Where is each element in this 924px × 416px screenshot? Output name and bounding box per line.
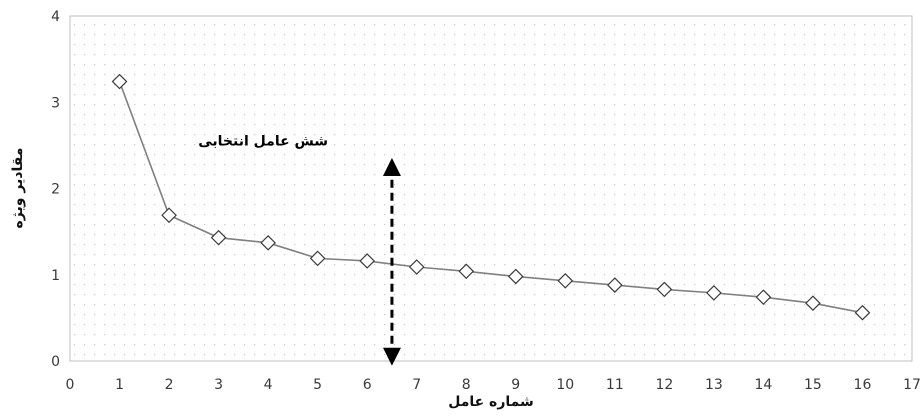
data-point-marker	[260, 234, 276, 251]
y-tick-label: 2	[51, 182, 60, 198]
x-tick-label: 2	[165, 377, 174, 393]
x-tick-label: 0	[66, 377, 75, 393]
y-tick-label: 3	[51, 95, 60, 111]
x-tick-label: 5	[313, 377, 322, 393]
x-tick-label: 10	[556, 377, 574, 393]
data-point-marker	[309, 250, 326, 267]
data-point-marker	[854, 304, 871, 321]
x-tick-label: 7	[412, 377, 421, 393]
data-point-marker	[458, 263, 475, 280]
data-point-marker	[111, 73, 128, 90]
y-tick-label: 1	[51, 268, 60, 284]
data-point-marker	[210, 229, 227, 246]
y-tick-label: 4	[51, 9, 60, 25]
series-layer	[111, 73, 871, 321]
x-tick-label: 1	[115, 377, 124, 393]
annotation-text: شش عامل انتخابی	[198, 133, 328, 149]
x-tick-label: 3	[214, 377, 223, 393]
data-point-marker	[359, 253, 376, 269]
data-point-marker	[706, 285, 722, 301]
data-point-marker	[507, 268, 524, 285]
x-tick-label: 17	[903, 377, 921, 393]
data-point-marker	[557, 272, 574, 289]
data-point-marker	[805, 295, 821, 312]
x-axis-title: شماره عامل	[448, 394, 534, 410]
x-tick-label: 13	[705, 377, 723, 393]
series-line	[118, 81, 863, 314]
x-tick-label: 9	[511, 377, 520, 393]
x-tick-label: 8	[462, 377, 471, 393]
y-tick-labels: 0 1 2 3 4	[51, 9, 60, 370]
data-point-marker	[755, 289, 772, 306]
x-tick-labels: 0 1 2 3 4 5 6 7 8 9 10 11 12 13 14 15 16 17	[66, 377, 921, 393]
plot-area	[69, 15, 913, 362]
x-tick-label: 15	[804, 377, 822, 393]
data-point-marker	[606, 277, 623, 293]
x-tick-label: 14	[754, 377, 772, 393]
x-tick-label: 16	[854, 377, 872, 393]
y-axis-title: مقادیر ویژه	[10, 148, 26, 229]
data-point-marker	[408, 259, 425, 275]
x-tick-label: 12	[655, 377, 673, 393]
x-tick-label: 4	[264, 377, 273, 393]
data-point-marker	[161, 207, 177, 224]
x-tick-label: 11	[606, 377, 624, 393]
data-point-marker	[656, 281, 673, 298]
x-tick-label: 6	[363, 377, 372, 393]
y-tick-label: 0	[51, 354, 60, 370]
